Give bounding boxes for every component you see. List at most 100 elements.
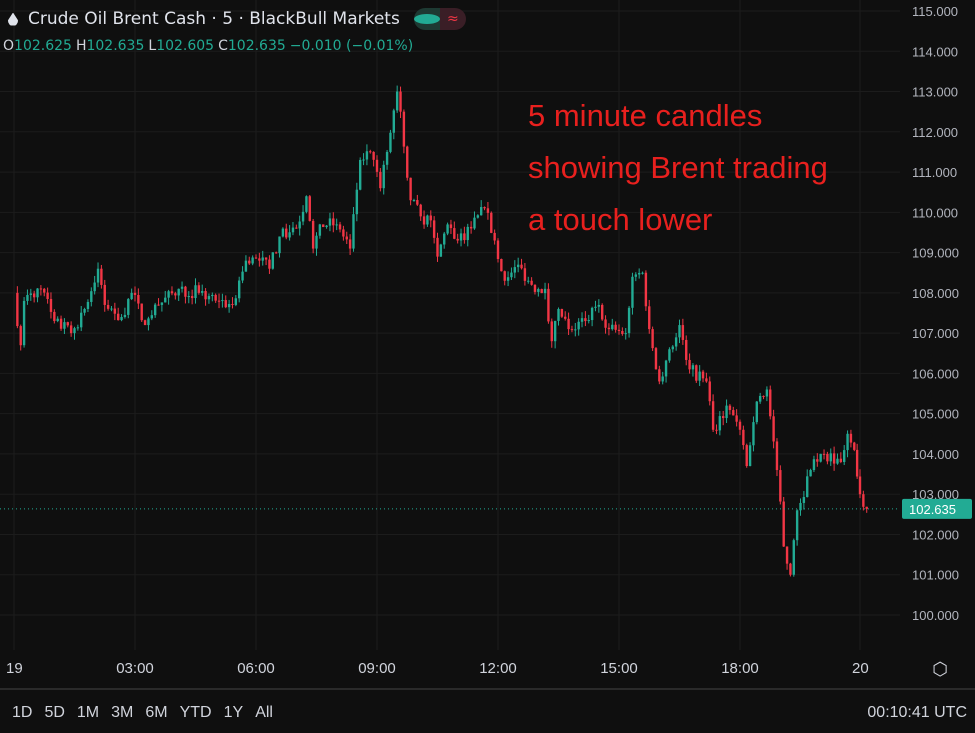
grid-lines <box>0 0 900 650</box>
price-chart[interactable]: 100.000 101.000 102.000 103.000 104.000 105.0… <box>0 0 975 688</box>
candle-body <box>479 207 483 216</box>
candle-body <box>658 369 661 382</box>
candle-body <box>402 111 406 147</box>
candle-body <box>449 224 453 229</box>
candle-body <box>305 196 308 212</box>
symbol-header[interactable]: Crude Oil Brent Cash · 5 · BlackBull Mar… <box>8 8 466 30</box>
candle-body <box>641 272 644 274</box>
candle-body <box>732 410 735 416</box>
market-status[interactable]: ≈ <box>413 8 466 30</box>
candle-body <box>409 177 412 201</box>
time-tick-label: 20 <box>852 660 869 677</box>
range-buttons: 1D 5D 1M 3M 6M YTD 1Y All <box>12 704 273 722</box>
price-tick-label: 100.000 <box>912 608 959 623</box>
low-label: L <box>148 38 157 54</box>
candle-body <box>26 294 29 301</box>
candle-body <box>718 416 722 431</box>
candle-body <box>782 501 785 547</box>
candle-body <box>231 303 234 305</box>
price-tick-label: 111.000 <box>912 165 957 180</box>
candle-body <box>604 319 607 328</box>
candle-body <box>654 348 658 370</box>
candle-body <box>22 300 26 346</box>
candle-body <box>520 264 523 269</box>
candle-body <box>348 239 352 249</box>
candle-body <box>322 224 325 228</box>
candle-body <box>469 226 473 229</box>
candle-body <box>510 272 513 278</box>
candle-body <box>678 325 681 338</box>
range-1d[interactable]: 1D <box>12 704 33 721</box>
candle-body <box>241 271 244 281</box>
candle-body <box>772 416 775 442</box>
candle-body <box>174 293 177 296</box>
high-label: H <box>75 38 87 54</box>
candle-body <box>258 258 261 261</box>
price-tick-label: 102.000 <box>912 527 959 542</box>
candle-body <box>140 303 143 321</box>
candle-body <box>63 322 66 329</box>
candle-body <box>695 365 698 381</box>
candle-body <box>170 291 174 294</box>
candle-body <box>301 211 305 222</box>
candle-body <box>826 453 829 462</box>
candle-body <box>150 315 154 319</box>
candle-body <box>278 236 281 254</box>
candle-body <box>858 476 862 495</box>
range-6m[interactable]: 6M <box>145 704 168 721</box>
candle-body <box>110 308 113 310</box>
candle-body <box>634 274 638 277</box>
range-all[interactable]: All <box>255 704 273 721</box>
candle-body <box>685 339 688 360</box>
open-label: O <box>3 38 15 54</box>
candle-body <box>621 330 624 334</box>
range-1y[interactable]: 1Y <box>223 704 244 721</box>
candle-body <box>157 304 160 306</box>
candle-body <box>375 159 379 172</box>
range-3m[interactable]: 3M <box>111 704 134 721</box>
range-ytd[interactable]: YTD <box>179 704 212 721</box>
candle-body <box>130 292 133 300</box>
candle-body <box>523 268 527 281</box>
candle-body <box>419 204 422 217</box>
candle-body <box>298 221 301 229</box>
settings-icon[interactable]: ⬡ <box>932 659 948 680</box>
price-axis[interactable]: 100.000 101.000 102.000 103.000 104.000 105.0… <box>900 0 975 688</box>
last-price-marker: 102.635 <box>0 498 972 519</box>
candle-body <box>389 132 392 152</box>
close-label: C <box>218 38 228 54</box>
symbol-title[interactable]: Crude Oil Brent Cash · 5 · BlackBull Mar… <box>28 9 400 29</box>
candle-body <box>755 401 759 423</box>
last-price-label-background <box>902 498 972 519</box>
candle-body <box>49 298 53 312</box>
candle-body <box>527 280 530 282</box>
candle-body <box>832 453 836 464</box>
candle-body <box>113 308 117 314</box>
utc-clock[interactable]: 00:10:41 UTC <box>867 704 967 721</box>
candle-body <box>352 214 355 249</box>
time-axis[interactable]: 19 03:00 06:00 09:00 12:00 15:00 18:00 20 <box>6 660 869 677</box>
candle-body <box>221 300 224 302</box>
candle-body <box>862 494 865 507</box>
candle-body <box>237 280 241 299</box>
candle-body <box>463 233 466 241</box>
candle-body <box>785 546 789 564</box>
range-5d[interactable]: 5D <box>44 704 65 721</box>
candle-body <box>123 314 127 318</box>
candle-body <box>459 233 463 241</box>
candle-body <box>516 264 520 268</box>
candle-body <box>311 220 315 249</box>
range-1m[interactable]: 1M <box>76 704 100 721</box>
candle-body <box>43 288 46 293</box>
candle-body <box>335 224 338 226</box>
candle-body <box>234 298 238 305</box>
candle-body <box>540 289 543 294</box>
candle-body <box>197 285 201 293</box>
candle-body <box>443 233 446 245</box>
candle-body <box>184 286 187 297</box>
price-tick-label: 113.000 <box>912 85 958 100</box>
price-tick-label: 105.000 <box>912 407 959 422</box>
candle-body <box>550 321 553 342</box>
candle-body <box>547 288 550 322</box>
candle-body <box>829 453 832 462</box>
